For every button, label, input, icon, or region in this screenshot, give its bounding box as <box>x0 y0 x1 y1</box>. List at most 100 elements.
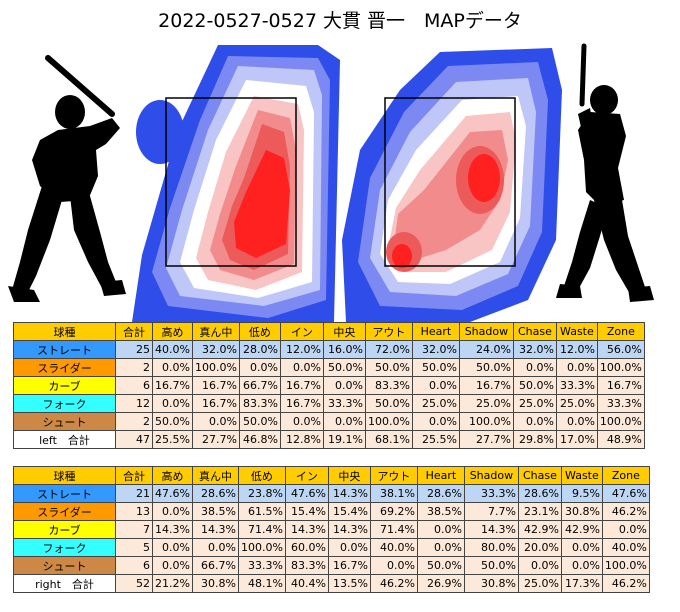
value-cell: 60.0% <box>284 538 329 557</box>
value-cell: 42.9% <box>517 520 562 539</box>
value-cell: 50.0% <box>416 556 465 575</box>
value-cell: 66.7% <box>238 376 281 395</box>
table-row: left 合計 47 25.5% 27.7% 46.8% 12.8% 19.1% 68.1% 2… <box>13 430 645 449</box>
table-header-row: 球種 合計 高め 真ん中 低め イン 中央 アウト Heart Shadow Chase Waste Z… <box>13 466 650 485</box>
value-cell: 100.0% <box>596 412 645 431</box>
table-row: シュート 6 0.0% 66.7% 33.3% 83.3% 16.7% 0.0% 50.0% 50… <box>13 556 650 575</box>
value-cell: 48.1% <box>237 574 286 593</box>
value-cell: 100.0% <box>191 358 240 377</box>
stats-table-left: 球種 合計 高め 真ん中 低め イン 中央 アウト Heart Shadow Chase Waste Z… <box>13 322 645 449</box>
value-cell: 6 <box>115 556 153 575</box>
value-cell: 56.0% <box>596 340 645 359</box>
value-cell: 46.2% <box>601 502 650 521</box>
column-header: Shadow <box>463 466 519 485</box>
value-cell: 16.7% <box>279 376 324 395</box>
value-cell: 50.0% <box>364 358 413 377</box>
value-cell: 13 <box>115 502 153 521</box>
value-cell: 0.0% <box>191 412 240 431</box>
value-cell: 14.3% <box>191 520 239 539</box>
value-cell: 0.0% <box>512 412 557 431</box>
pitch-type-cell: カーブ <box>13 376 116 395</box>
value-cell: 7 <box>115 520 153 539</box>
value-cell: 0.0% <box>411 376 460 395</box>
column-header: Heart <box>411 322 460 341</box>
value-cell: 40.0% <box>369 538 418 557</box>
column-header: 中央 <box>322 322 366 341</box>
column-header: Zone <box>601 466 650 485</box>
value-cell: 50.0% <box>238 412 281 431</box>
value-cell: 14.3% <box>327 484 371 503</box>
value-cell: 100.0% <box>458 412 514 431</box>
value-cell: 27.7% <box>191 430 240 449</box>
value-cell: 0.0% <box>512 358 557 377</box>
value-cell: 16.7% <box>327 556 371 575</box>
value-cell: 40.0% <box>152 340 193 359</box>
value-cell: 32.0% <box>191 340 240 359</box>
value-cell: 100.0% <box>237 538 286 557</box>
pitch-type-cell: カーブ <box>13 520 116 539</box>
value-cell: 68.1% <box>364 430 413 449</box>
value-cell: 0.0% <box>327 538 371 557</box>
value-cell: 72.0% <box>364 340 413 359</box>
value-cell: 83.3% <box>364 376 413 395</box>
value-cell: 29.8% <box>512 430 557 449</box>
value-cell: 38.5% <box>191 502 239 521</box>
pitch-type-cell: ストレート <box>13 340 116 359</box>
value-cell: 25.0% <box>555 394 598 413</box>
column-header: 球種 <box>13 322 116 341</box>
column-header: 合計 <box>115 322 153 341</box>
value-cell: 16.7% <box>152 376 193 395</box>
value-cell: 33.3% <box>463 484 519 503</box>
pitch-type-cell: シュート <box>13 556 116 575</box>
value-cell: 2 <box>115 358 153 377</box>
value-cell: 25.0% <box>512 394 557 413</box>
heat-band-8 <box>234 150 290 258</box>
value-cell: 47.6% <box>284 484 329 503</box>
value-cell: 21.2% <box>152 574 193 593</box>
value-cell: 0.0% <box>238 358 281 377</box>
value-cell: 21 <box>115 484 153 503</box>
column-header: 合計 <box>115 466 153 485</box>
column-header: 球種 <box>13 466 116 485</box>
value-cell: 9.5% <box>560 484 603 503</box>
value-cell: 25 <box>115 340 153 359</box>
value-cell: 80.0% <box>463 538 519 557</box>
column-header: 中央 <box>327 466 371 485</box>
pitch-type-cell: スライダー <box>13 358 116 377</box>
value-cell: 0.0% <box>152 556 193 575</box>
value-cell: 23.8% <box>237 484 286 503</box>
heat-band-8a <box>468 154 500 202</box>
value-cell: 38.1% <box>369 484 418 503</box>
value-cell: 71.4% <box>369 520 418 539</box>
value-cell: 0.0% <box>369 556 418 575</box>
pitch-type-cell: right 合計 <box>13 574 116 593</box>
value-cell: 0.0% <box>416 538 465 557</box>
value-cell: 14.3% <box>327 520 371 539</box>
heatmap-area <box>8 43 654 322</box>
value-cell: 25.0% <box>517 574 562 593</box>
value-cell: 7.7% <box>463 502 519 521</box>
value-cell: 0.0% <box>322 412 366 431</box>
value-cell: 40.4% <box>284 574 329 593</box>
value-cell: 66.7% <box>191 556 239 575</box>
heat-band-8b <box>392 244 412 268</box>
value-cell: 69.2% <box>369 502 418 521</box>
column-header: Chase <box>512 322 557 341</box>
value-cell: 12.0% <box>279 340 324 359</box>
heatmap-left <box>132 45 340 322</box>
value-cell: 50.0% <box>411 358 460 377</box>
column-header: Shadow <box>458 322 514 341</box>
table-row: フォーク 12 0.0% 16.7% 83.3% 16.7% 33.3% 50.0% 25.0%… <box>13 394 645 413</box>
value-cell: 12.8% <box>279 430 324 449</box>
value-cell: 16.7% <box>279 394 324 413</box>
value-cell: 50.0% <box>463 556 519 575</box>
table-row: フォーク 5 0.0% 0.0% 100.0% 60.0% 0.0% 40.0% 0.0% 80.… <box>13 538 650 557</box>
column-header: 真ん中 <box>191 466 239 485</box>
value-cell: 5 <box>115 538 153 557</box>
column-header: 低め <box>237 466 286 485</box>
stats-table-right: 球種 合計 高め 真ん中 低め イン 中央 アウト Heart Shadow Chase Waste Z… <box>13 466 650 593</box>
column-header: Chase <box>517 466 562 485</box>
strike-zone-right <box>384 97 516 267</box>
value-cell: 0.0% <box>560 556 603 575</box>
value-cell: 50.0% <box>458 358 514 377</box>
